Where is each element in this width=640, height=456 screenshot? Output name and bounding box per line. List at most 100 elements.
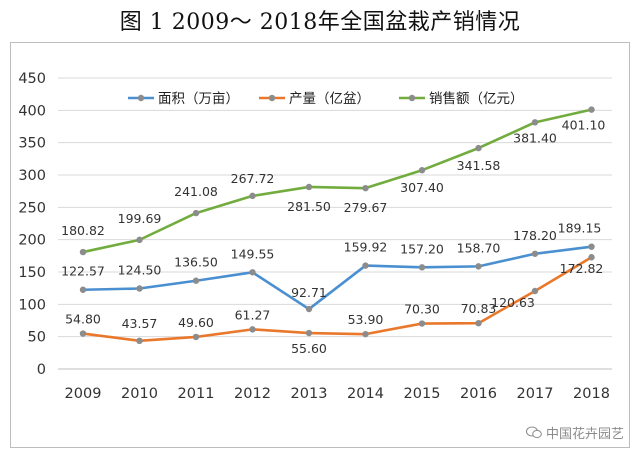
y-tick-label: 250 — [18, 200, 46, 216]
y-tick-label: 150 — [18, 265, 46, 281]
series-line — [82, 245, 592, 311]
data-label: 136.50 — [174, 255, 218, 270]
data-point — [418, 320, 426, 327]
data-point — [588, 106, 595, 113]
y-tick-label: 100 — [18, 297, 46, 313]
legend-label: 产量（亿盆） — [289, 91, 370, 107]
y-tick-label: 350 — [18, 136, 46, 152]
data-label: 279.67 — [344, 200, 388, 215]
x-tick-label: 2018 — [573, 386, 610, 402]
data-point — [305, 305, 313, 313]
data-label: 341.58 — [457, 158, 501, 173]
data-label: 157.20 — [400, 241, 444, 256]
series-line — [82, 108, 592, 254]
y-tick-labels: 0 50 100 150 200 250 300 350 400 450 — [18, 71, 46, 378]
data-labels: 122.57 124.50 136.50 149.55 92.71 159.92 157.2… — [61, 118, 605, 356]
data-label: 49.60 — [178, 315, 214, 330]
data-label: 307.40 — [400, 180, 444, 195]
data-point — [79, 248, 87, 256]
data-label: 53.90 — [348, 312, 384, 327]
data-point — [136, 285, 143, 292]
data-label: 124.50 — [118, 262, 162, 277]
data-point — [79, 286, 87, 293]
data-label: 55.60 — [291, 341, 327, 356]
data-label: 122.57 — [61, 264, 105, 279]
data-label: 43.57 — [122, 316, 158, 331]
x-tick-label: 2009 — [65, 386, 102, 402]
data-label: 149.55 — [231, 246, 275, 261]
data-label: 172.82 — [560, 261, 604, 276]
data-point — [475, 319, 482, 327]
grid-lines — [58, 77, 612, 370]
data-point — [192, 277, 200, 284]
data-point — [249, 192, 256, 200]
legend-marker — [268, 94, 276, 102]
data-point — [531, 287, 539, 295]
data-point — [305, 183, 313, 191]
x-tick-label: 2012 — [234, 386, 271, 402]
data-point — [588, 243, 595, 250]
chart-frame — [10, 42, 630, 448]
data-label: 267.72 — [231, 171, 275, 186]
legend-marker — [408, 94, 416, 102]
data-point — [588, 254, 595, 261]
data-label: 120.63 — [491, 295, 535, 310]
data-point — [362, 262, 369, 269]
legend-label: 销售额（亿元） — [429, 91, 524, 107]
y-tick-label: 0 — [37, 362, 46, 378]
series-line — [82, 256, 593, 343]
y-tick-label: 50 — [28, 330, 46, 346]
x-tick-label: 2015 — [404, 386, 441, 402]
data-point — [531, 250, 539, 257]
data-label: 189.15 — [558, 221, 602, 236]
legend: 面积（万亩） 产量（亿盆） 销售额（亿元） — [128, 90, 524, 107]
data-point — [249, 326, 256, 333]
data-point — [136, 236, 143, 244]
data-point — [79, 330, 87, 337]
data-point — [305, 329, 313, 337]
watermark-text: 中国花卉园艺 — [545, 427, 624, 442]
data-label: 70.30 — [404, 302, 440, 317]
data-point — [418, 264, 426, 271]
y-tick-label: 400 — [18, 103, 46, 119]
data-label: 54.80 — [65, 312, 101, 327]
data-point — [531, 119, 539, 126]
data-label: 159.92 — [344, 240, 388, 255]
data-label: 158.70 — [457, 240, 501, 255]
watermark: 中国花卉园艺 — [525, 423, 624, 442]
data-point — [418, 167, 426, 174]
series-lines — [79, 106, 595, 345]
legend-label: 面积（万亩） — [158, 90, 239, 107]
data-label: 178.20 — [513, 228, 557, 243]
data-label: 61.27 — [235, 307, 271, 322]
data-point — [362, 330, 369, 338]
data-label: 241.08 — [174, 184, 218, 199]
x-tick-label: 2011 — [178, 386, 215, 402]
data-point — [362, 184, 369, 192]
x-tick-labels: 2009 2010 2011 2012 2013 2014 2015 2016 2017 2018 — [65, 386, 610, 402]
x-tick-label: 2013 — [291, 386, 328, 402]
y-tick-label: 200 — [18, 233, 46, 249]
chat-bubble-icon — [525, 426, 542, 439]
x-tick-label: 2016 — [460, 386, 497, 402]
data-label: 199.69 — [118, 211, 162, 226]
data-label: 401.10 — [562, 118, 606, 133]
data-point — [249, 269, 256, 276]
x-tick-label: 2014 — [347, 386, 384, 402]
data-label: 381.40 — [513, 130, 557, 145]
y-tick-label: 450 — [18, 71, 46, 87]
x-tick-label: 2010 — [121, 386, 158, 402]
y-tick-label: 300 — [18, 168, 46, 184]
x-tick-label: 2017 — [517, 386, 554, 402]
chart-title: 图 1 2009～ 2018年全国盆栽产销情况 — [119, 10, 521, 35]
legend-marker — [137, 94, 145, 102]
data-label: 180.82 — [61, 223, 105, 238]
data-label: 281.50 — [287, 199, 331, 214]
data-point — [475, 144, 482, 152]
data-point — [192, 209, 200, 217]
data-label: 70.83 — [461, 301, 497, 316]
data-point — [192, 333, 200, 341]
data-point — [136, 337, 143, 345]
data-point — [475, 263, 482, 270]
